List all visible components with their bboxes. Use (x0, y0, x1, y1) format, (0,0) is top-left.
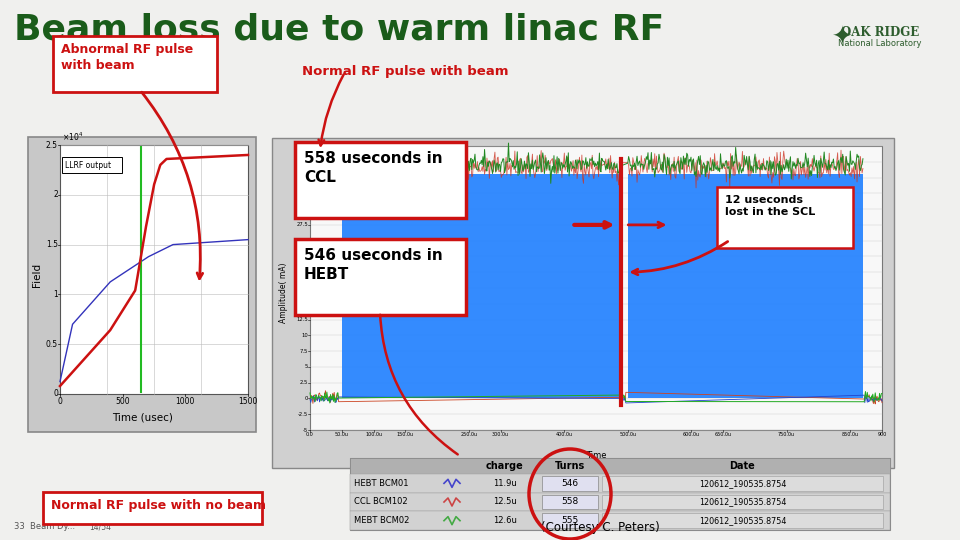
Text: OAK RIDGE: OAK RIDGE (841, 25, 919, 38)
Text: 650.0u: 650.0u (714, 432, 732, 437)
Text: 2.5: 2.5 (300, 380, 308, 385)
Text: 50.0u: 50.0u (335, 432, 348, 437)
FancyBboxPatch shape (43, 492, 262, 524)
Text: 400.0u: 400.0u (556, 432, 573, 437)
Text: 120612_190535.8754: 120612_190535.8754 (699, 479, 786, 488)
Text: CCL BCM102: CCL BCM102 (354, 497, 408, 507)
Bar (342, 174, 621, 399)
Text: 27.5: 27.5 (297, 222, 308, 227)
Text: 12.5: 12.5 (297, 317, 308, 322)
Text: Normal RF pulse with beam: Normal RF pulse with beam (302, 65, 509, 78)
Text: 25: 25 (301, 238, 308, 243)
Text: 300.0u: 300.0u (492, 432, 509, 437)
Text: 750.0u: 750.0u (779, 432, 795, 437)
Text: 2: 2 (53, 190, 58, 199)
Text: 12 useconds
lost in the SCL: 12 useconds lost in the SCL (725, 195, 815, 218)
Text: Date: Date (730, 461, 756, 471)
Text: 600.0u: 600.0u (683, 432, 700, 437)
Text: $\times 10^4$: $\times 10^4$ (62, 131, 84, 143)
Text: 850.0u: 850.0u (842, 432, 859, 437)
Text: 555: 555 (562, 516, 579, 525)
Text: (Courtesy C. Peters): (Courtesy C. Peters) (540, 521, 660, 534)
Bar (602, 476, 883, 491)
Text: 12.6u: 12.6u (493, 516, 516, 525)
Text: 22.5: 22.5 (297, 254, 308, 259)
Bar (350, 474, 890, 492)
Text: 15: 15 (301, 301, 308, 306)
Text: Beam loss due to warm linac RF: Beam loss due to warm linac RF (14, 12, 664, 46)
Text: 100.0u: 100.0u (365, 432, 382, 437)
Text: Time: Time (586, 451, 607, 460)
Text: 500.0u: 500.0u (619, 432, 636, 437)
Text: 33  Beam Dy...: 33 Beam Dy... (14, 522, 75, 531)
Bar (350, 458, 890, 530)
Text: -5: -5 (302, 428, 308, 433)
Text: Time (usec): Time (usec) (111, 412, 173, 422)
Text: 0.0: 0.0 (306, 432, 314, 437)
Bar (602, 495, 883, 509)
Text: charge: charge (486, 461, 524, 471)
Text: 17.5: 17.5 (297, 286, 308, 291)
Text: 1500: 1500 (238, 397, 257, 406)
FancyBboxPatch shape (717, 187, 853, 248)
Bar (60, 145, 248, 394)
FancyBboxPatch shape (295, 142, 466, 218)
Text: -2.5: -2.5 (298, 411, 308, 417)
Text: 32.5: 32.5 (297, 191, 308, 196)
Text: 1.5: 1.5 (46, 240, 58, 249)
Text: 20: 20 (301, 269, 308, 275)
Text: 1000: 1000 (176, 397, 195, 406)
Text: 900: 900 (877, 432, 887, 437)
Text: 37.5: 37.5 (297, 159, 308, 164)
Text: 0: 0 (53, 389, 58, 399)
Text: 10: 10 (301, 333, 308, 338)
Text: Abnormal RF pulse
with beam: Abnormal RF pulse with beam (61, 43, 193, 72)
Text: 14/54: 14/54 (89, 523, 111, 532)
FancyBboxPatch shape (295, 239, 466, 315)
Text: 1: 1 (53, 290, 58, 299)
Text: 0: 0 (304, 396, 308, 401)
Text: 250.0u: 250.0u (461, 432, 477, 437)
Text: 0.5: 0.5 (46, 340, 58, 349)
Text: 30: 30 (301, 207, 308, 212)
Text: 7.5: 7.5 (300, 349, 308, 354)
Bar (28, 137, 256, 432)
FancyBboxPatch shape (53, 36, 217, 92)
Text: 40: 40 (301, 144, 308, 149)
Text: 12.5u: 12.5u (493, 497, 516, 507)
Text: Amplitude( mA): Amplitude( mA) (279, 263, 289, 323)
Text: National Laboratory: National Laboratory (838, 39, 922, 49)
Text: 5: 5 (304, 364, 308, 369)
Text: 546: 546 (562, 479, 579, 488)
Text: Field: Field (32, 262, 42, 287)
Bar (542, 514, 598, 528)
Text: 546 useconds in
HEBT: 546 useconds in HEBT (304, 248, 443, 281)
Bar (602, 514, 883, 528)
Bar (272, 138, 894, 468)
Text: Turns: Turns (555, 461, 586, 471)
Bar (542, 476, 598, 491)
Bar (310, 146, 882, 430)
Text: MEBT BCM02: MEBT BCM02 (354, 516, 409, 525)
Text: 0: 0 (58, 397, 62, 406)
Text: 2.5: 2.5 (46, 140, 58, 150)
Bar (542, 495, 598, 509)
Text: 558: 558 (562, 497, 579, 507)
Text: 500: 500 (115, 397, 130, 406)
Text: 120612_190535.8754: 120612_190535.8754 (699, 516, 786, 525)
Text: ✦: ✦ (831, 26, 852, 50)
Bar (350, 492, 890, 511)
Bar (350, 511, 890, 530)
Text: Normal RF pulse with no beam: Normal RF pulse with no beam (51, 499, 266, 512)
Bar (350, 458, 890, 474)
Text: 35: 35 (301, 175, 308, 180)
Text: 11.9u: 11.9u (493, 479, 516, 488)
Bar (62, 157, 122, 173)
Text: LLRF output: LLRF output (65, 160, 111, 170)
Text: 120612_190535.8754: 120612_190535.8754 (699, 497, 786, 507)
Text: HEBT BCM01: HEBT BCM01 (354, 479, 409, 488)
Text: 150.0u: 150.0u (396, 432, 414, 437)
Text: 558 useconds in
CCL: 558 useconds in CCL (304, 151, 443, 185)
Bar (628, 174, 863, 399)
